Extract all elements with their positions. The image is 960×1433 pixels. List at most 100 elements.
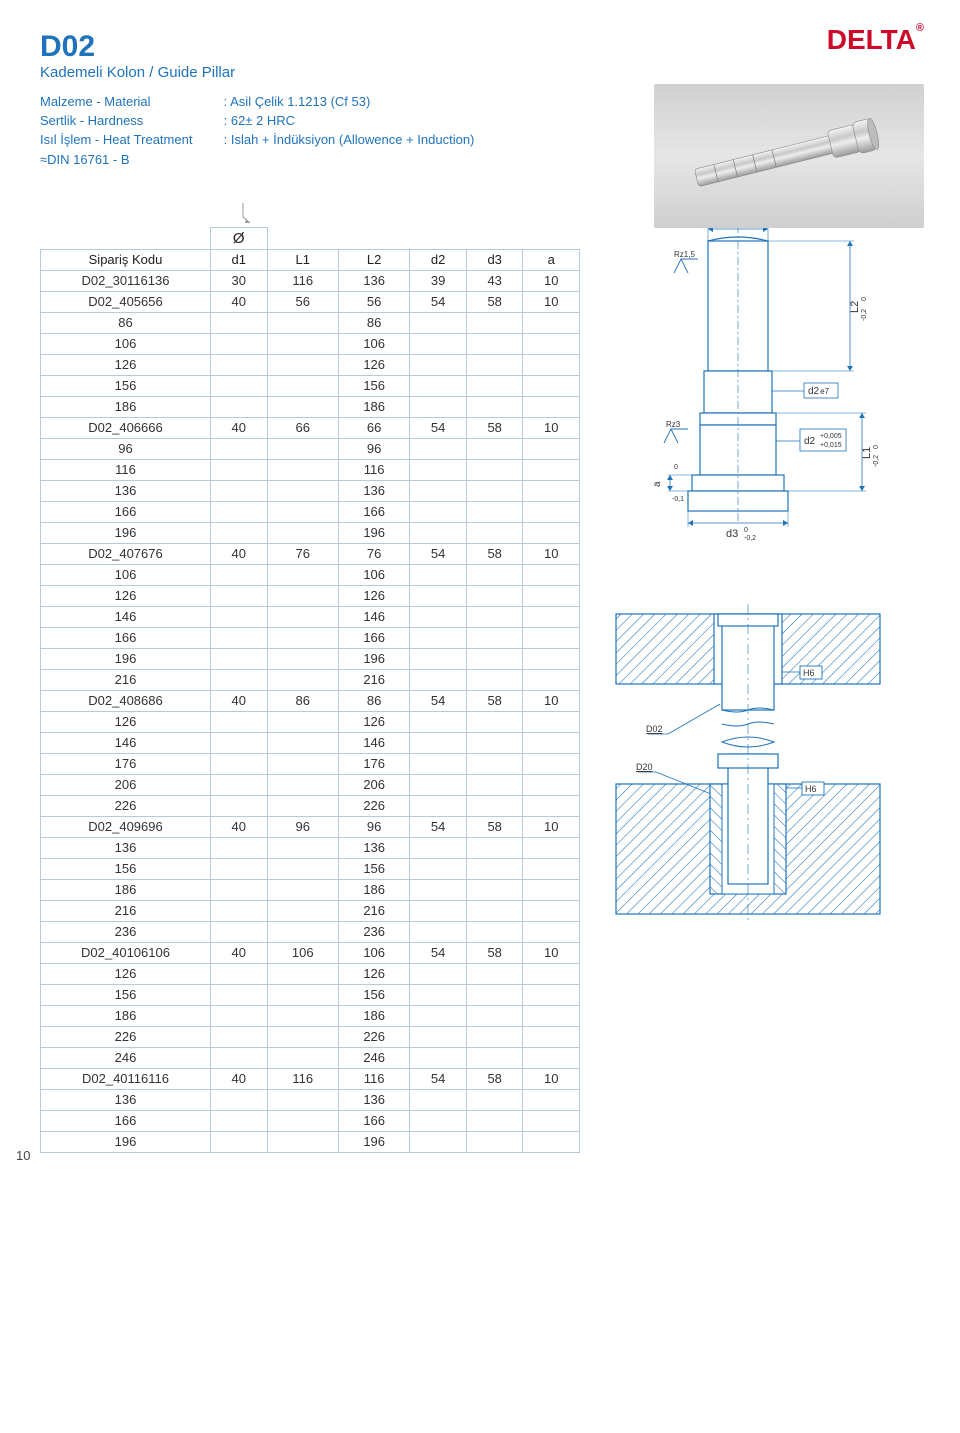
table-row: 196196 [41, 648, 580, 669]
table-cell [523, 711, 580, 732]
table-cell: 40 [211, 543, 268, 564]
table-cell: 146 [41, 606, 211, 627]
table-cell: 196 [338, 1131, 409, 1152]
table-cell [410, 795, 467, 816]
table-cell [267, 1089, 338, 1110]
table-cell [466, 501, 523, 522]
table-cell [466, 480, 523, 501]
table-cell: 146 [41, 732, 211, 753]
table-row: 156156 [41, 858, 580, 879]
table-row: 176176 [41, 753, 580, 774]
table-cell: 58 [466, 417, 523, 438]
table-cell: 116 [267, 270, 338, 291]
table-cell: 216 [338, 669, 409, 690]
table-row: 8686 [41, 312, 580, 333]
table-cell [410, 1026, 467, 1047]
table-row: 216216 [41, 669, 580, 690]
dim-d2-low: +0,015 [820, 442, 842, 449]
table-cell [267, 564, 338, 585]
table-column-header: Sipariş Kodu [41, 249, 211, 270]
dim-L1-tol: 0 [873, 445, 880, 449]
table-cell [211, 1047, 268, 1068]
table-cell [267, 606, 338, 627]
table-cell [466, 312, 523, 333]
table-cell: 86 [338, 312, 409, 333]
table-cell [211, 585, 268, 606]
table-cell [523, 438, 580, 459]
table-cell: 136 [41, 837, 211, 858]
table-cell: 126 [41, 963, 211, 984]
table-cell: 58 [466, 690, 523, 711]
table-cell [523, 879, 580, 900]
table-row: 146146 [41, 606, 580, 627]
table-cell [267, 375, 338, 396]
table-cell: 76 [267, 543, 338, 564]
table-cell [211, 627, 268, 648]
table-head: ØSipariş Kodud1L1L2d2d3a [41, 227, 580, 270]
dim-L2: L2 [849, 300, 861, 312]
table-cell: 10 [523, 270, 580, 291]
table-cell [466, 837, 523, 858]
table-cell [267, 900, 338, 921]
table-cell: 236 [41, 921, 211, 942]
table-cell: 54 [410, 690, 467, 711]
table-cell: 106 [338, 564, 409, 585]
dim-L1-tol2: -0,2 [873, 454, 880, 466]
table-cell [466, 1110, 523, 1131]
table-pre-header [41, 227, 211, 249]
table-cell [410, 396, 467, 417]
table-cell: 96 [338, 438, 409, 459]
table-cell: 54 [410, 1068, 467, 1089]
table-row: 146146 [41, 732, 580, 753]
table-cell: 58 [466, 543, 523, 564]
dim-d3: d3 [726, 528, 738, 540]
table-cell [523, 585, 580, 606]
table-cell [267, 858, 338, 879]
table-cell: 176 [338, 753, 409, 774]
table-row: 186186 [41, 396, 580, 417]
table-cell [466, 774, 523, 795]
table-cell: 58 [466, 816, 523, 837]
table-cell [267, 795, 338, 816]
table-cell: 66 [267, 417, 338, 438]
table-cell [410, 1110, 467, 1131]
table-cell [466, 585, 523, 606]
tol-h6-lower: H6 [805, 784, 817, 794]
tol-h6-upper: H6 [803, 668, 815, 678]
table-cell [466, 858, 523, 879]
brand-logo: DELTA® [827, 24, 924, 56]
table-cell: 226 [338, 795, 409, 816]
table-cell [211, 375, 268, 396]
table-cell: 166 [338, 627, 409, 648]
table-cell [211, 480, 268, 501]
spec-value: : Islah + İndüksiyon (Allowence + Induct… [224, 131, 475, 150]
table-cell [211, 501, 268, 522]
table-cell: 186 [338, 879, 409, 900]
table-cell: 196 [338, 648, 409, 669]
table-cell: 196 [41, 1131, 211, 1152]
table-cell [523, 669, 580, 690]
table-cell: 106 [338, 333, 409, 354]
table-cell: 58 [466, 1068, 523, 1089]
table-cell [410, 1089, 467, 1110]
table-cell [410, 501, 467, 522]
table-cell: 10 [523, 417, 580, 438]
table-cell [410, 459, 467, 480]
table-cell: 54 [410, 291, 467, 312]
dim-a-low: -0,1 [672, 496, 684, 503]
table-cell: D02_405656 [41, 291, 211, 312]
content-row: ØSipariş Kodud1L1L2d2d3a D02_30116136301… [40, 201, 920, 1153]
table-column-header: d3 [466, 249, 523, 270]
table-cell [466, 1047, 523, 1068]
data-table-wrapper: ØSipariş Kodud1L1L2d2d3a D02_30116136301… [40, 201, 580, 1153]
table-cell [523, 480, 580, 501]
product-title: Kademeli Kolon / Guide Pillar [40, 64, 920, 81]
table-cell: 54 [410, 942, 467, 963]
table-cell: D02_40106106 [41, 942, 211, 963]
table-cell [410, 522, 467, 543]
table-cell [211, 753, 268, 774]
table-cell: 76 [338, 543, 409, 564]
table-cell [466, 1026, 523, 1047]
table-column-header: L2 [338, 249, 409, 270]
table-row: D02_405656405656545810 [41, 291, 580, 312]
